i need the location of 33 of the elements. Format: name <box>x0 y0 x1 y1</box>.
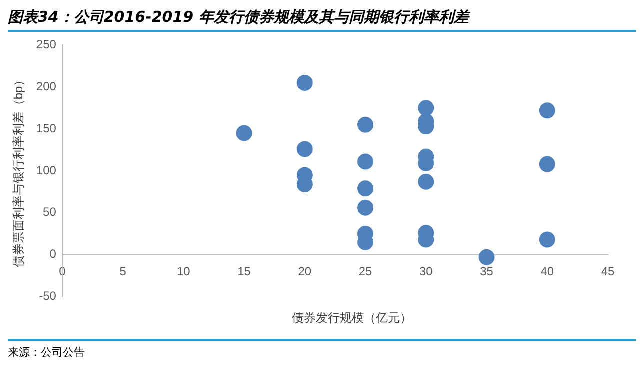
x-tick-label: 10 <box>176 264 191 278</box>
x-axis-title: 债券发行规模（亿元） <box>291 310 413 327</box>
y-tick-label: -50 <box>39 289 57 304</box>
point <box>539 232 556 248</box>
x-tick-label: 45 <box>601 264 615 278</box>
x-tick-label: 5 <box>120 264 127 278</box>
x-tick-label: 35 <box>480 264 494 278</box>
y-tick-label: 250 <box>36 38 57 52</box>
x-tick-label: 20 <box>298 264 312 278</box>
y-tick-label: 50 <box>43 205 57 220</box>
point <box>539 156 556 172</box>
point <box>418 100 434 116</box>
point <box>478 249 495 266</box>
point <box>358 116 374 133</box>
point <box>539 102 556 119</box>
x-tick-label: 30 <box>419 264 434 278</box>
point <box>296 74 313 91</box>
y-axis-title: 债券票面利率与银行利率利差（bp） <box>12 74 26 268</box>
y-tick-label: 150 <box>36 121 57 136</box>
point <box>358 154 374 170</box>
point <box>296 141 313 158</box>
source-note: 来源：公司公告 <box>8 345 86 360</box>
point <box>358 180 374 197</box>
x-tick-label: 40 <box>540 264 554 278</box>
y-tick-label: 0 <box>50 247 57 262</box>
x-tick-label: 15 <box>238 264 252 278</box>
point <box>358 200 374 216</box>
point <box>236 125 252 142</box>
y-tick-label: 200 <box>36 79 57 94</box>
point <box>418 174 434 190</box>
chart-title: 图表34：公司2016-2019 年发行债券规模及其与同期银行利率利差 <box>8 8 636 32</box>
y-tick-label: 100 <box>36 163 57 178</box>
x-tick-label: 25 <box>358 264 373 278</box>
